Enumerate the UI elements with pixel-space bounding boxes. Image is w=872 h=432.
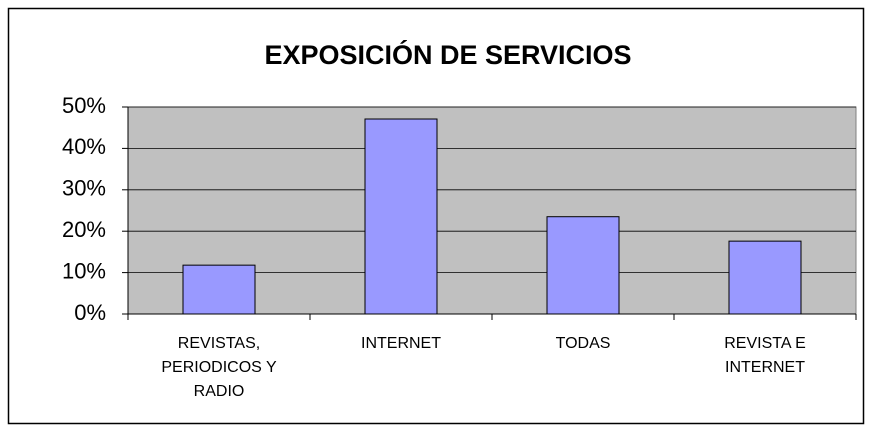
bar (364, 118, 438, 315)
x-tick-label: INTERNET (361, 335, 441, 352)
y-tick-label: 40% (62, 134, 106, 159)
bar (546, 216, 620, 315)
x-tick-label: REVISTA E INTERNET (724, 335, 806, 376)
bar (182, 264, 256, 315)
y-tick-label: 10% (62, 258, 106, 283)
bar (728, 240, 802, 315)
y-tick-label: 50% (62, 93, 106, 118)
chart-title: EXPOSICIÓN DE SERVICIOS (264, 39, 631, 70)
y-tick-label: 30% (62, 176, 106, 201)
x-tick-label: TODAS (555, 335, 611, 352)
x-tick-label: REVISTAS, PERIODICOS Y RADIO (161, 335, 277, 400)
y-tick-label: 20% (62, 217, 106, 242)
y-tick-label: 0% (74, 300, 106, 325)
